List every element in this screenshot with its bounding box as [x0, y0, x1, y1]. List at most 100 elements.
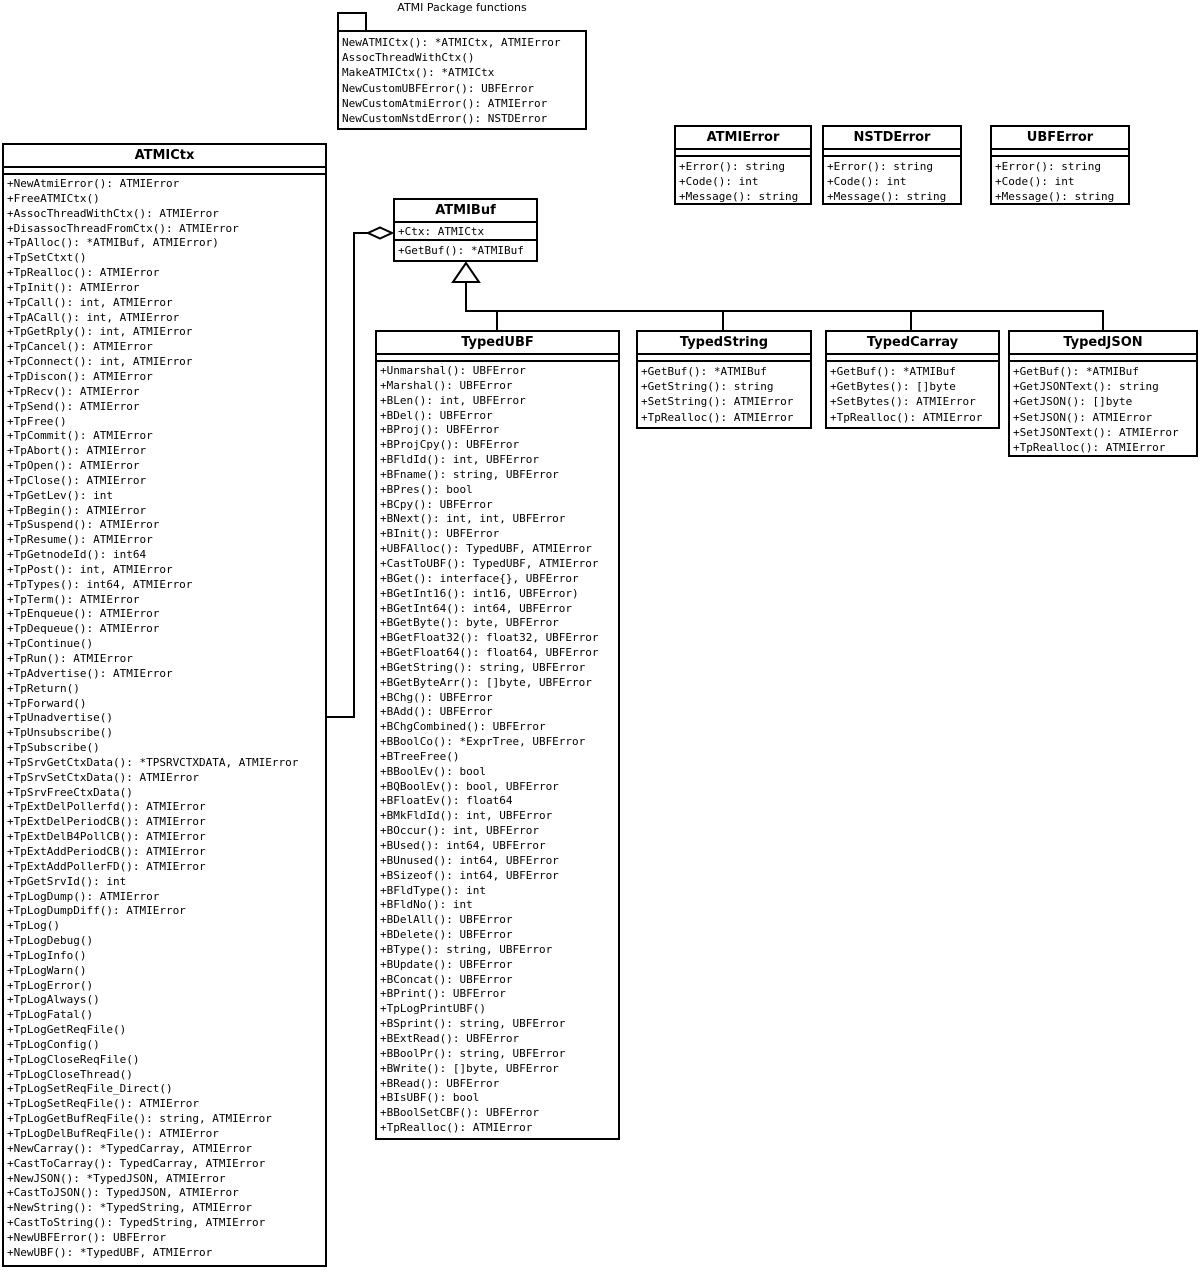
- class-methods: +Unmarshal(): UBFError +Marshal(): UBFErr…: [377, 362, 618, 1138]
- class-atmictx: ATMICtx +NewAtmiError(): ATMIError +FreeA…: [2, 143, 327, 1267]
- inheritance-trunk-line: [465, 282, 1104, 330]
- method-row: +TpExtDelB4PollCB(): ATMIError: [7, 830, 206, 844]
- method-row: +TpLogPrintUBF(): [380, 1002, 486, 1016]
- method-row: +TpAdvertise(): ATMIError: [7, 666, 173, 680]
- method-row: +NewUBF(): *TypedUBF, ATMIError: [7, 1245, 213, 1259]
- method-row: +NewString(): *TypedString, ATMIError: [7, 1201, 253, 1215]
- method-row: +GetJSON(): []byte: [1013, 395, 1133, 409]
- method-row: +TpCommit(): ATMIError: [7, 429, 153, 443]
- method-row: +GetBuf(): *ATMIBuf: [641, 365, 767, 378]
- package-functions-box: NewATMICtx(): *ATMICtx, ATMIError AssocTh…: [337, 30, 587, 130]
- method-row: +TpRun(): ATMIError: [7, 652, 133, 665]
- method-row: +TpRealloc(): ATMIError: [1013, 441, 1166, 455]
- method-row: +GetBuf(): *ATMIBuf: [1013, 365, 1139, 378]
- method-row: +TpSrvFreeCtxData(): [7, 785, 133, 799]
- method-row: +TpGetRply(): int, ATMIError: [7, 325, 193, 339]
- method-row: +UBFAlloc(): TypedUBF, ATMIError: [380, 542, 592, 556]
- method-row: +TpLogDelBufReqFile(): ATMIError: [7, 1127, 219, 1140]
- method-row: +GetBytes(): []byte: [830, 380, 956, 394]
- method-row: +TpContinue(): [7, 637, 94, 651]
- class-methods: +GetBuf(): *ATMIBuf +GetJSONText(): strin…: [1010, 362, 1196, 457]
- method-row: +TpGetnodeId(): int64: [7, 548, 147, 562]
- method-row: +TpTypes(): int64, ATMIError: [7, 577, 193, 591]
- method-row: +TpUnsubscribe(): [7, 726, 113, 740]
- method-row: +NewUBFError(): UBFError: [7, 1230, 166, 1244]
- method-row: +TpGetLev(): int: [7, 488, 113, 502]
- method-row: +FreeATMICtx(): [7, 191, 100, 205]
- class-typedjson: TypedJSON +GetBuf(): *ATMIBuf +GetJSONTex…: [1008, 330, 1198, 457]
- method-row: +TpClose(): ATMIError: [7, 473, 147, 487]
- method-row: +TpLogSetReqFile(): ATMIError: [7, 1097, 200, 1111]
- method-row: +BDelete(): UBFError: [380, 928, 513, 942]
- method-row: +BQBoolEv(): bool, UBFError: [380, 779, 559, 793]
- method-row: +BGetInt64(): int64, UBFError: [380, 601, 573, 615]
- method-row: +TpExtAddPeriodCB(): ATMIError: [7, 844, 206, 858]
- class-attributes: [377, 355, 618, 362]
- method-row: +BOccur(): int, UBFError: [380, 824, 539, 838]
- method-row: +TpReturn(): [7, 681, 80, 695]
- method-row: +TpAbort(): ATMIError: [7, 444, 147, 458]
- method-row: +CastToString(): TypedString, ATMIError: [7, 1216, 266, 1230]
- method-row: +GetBuf(): *ATMIBuf: [398, 244, 524, 258]
- method-row: +BDelAll(): UBFError: [380, 913, 513, 927]
- method-row: +TpSend(): ATMIError: [7, 399, 140, 413]
- method-row: +Unmarshal(): UBFError: [380, 364, 526, 377]
- method-row: +TpExtAddPollerFD(): ATMIError: [7, 859, 206, 873]
- attribute-row: +Ctx: ATMICtx: [398, 225, 485, 238]
- function-row: NewATMICtx(): *ATMICtx, ATMIError: [342, 36, 561, 49]
- aggregation-diamond-icon: [365, 226, 395, 240]
- class-attributes: [824, 150, 960, 157]
- method-row: +BUnused(): int64, UBFError: [380, 853, 559, 867]
- method-row: +BSprint(): string, UBFError: [380, 1017, 566, 1031]
- method-row: +TpRealloc(): ATMIError: [380, 1121, 533, 1135]
- method-row: +BFname(): string, UBFError: [380, 467, 559, 481]
- method-row: +TpEnqueue(): ATMIError: [7, 607, 160, 621]
- method-row: +TpExtDelPollerfd(): ATMIError: [7, 800, 206, 814]
- class-methods: +GetBuf(): *ATMIBuf: [395, 241, 536, 260]
- method-row: +TpRealloc(): ATMIError: [830, 410, 983, 424]
- method-row: +Error(): string: [827, 160, 933, 173]
- method-row: +BExtRead(): UBFError: [380, 1031, 520, 1045]
- method-row: +BGetByte(): byte, UBFError: [380, 616, 559, 630]
- method-row: +BTreeFree(): [380, 749, 460, 763]
- class-atmibuf: ATMIBuf +Ctx: ATMICtx +GetBuf(): *ATMIBu…: [393, 198, 538, 262]
- method-row: +BNext(): int, int, UBFError: [380, 512, 566, 526]
- method-row: +TpFree(): [7, 414, 67, 428]
- method-row: +BConcat(): UBFError: [380, 972, 513, 986]
- method-row: +Code(): int: [995, 175, 1075, 189]
- method-row: +TpSuspend(): ATMIError: [7, 518, 160, 532]
- class-attributes: [676, 150, 810, 157]
- inheritance-triangle-icon: [451, 261, 481, 283]
- method-row: +Code(): int: [827, 175, 907, 189]
- method-row: +TpLogSetReqFile_Direct(): [7, 1082, 173, 1096]
- class-title: ATMIError: [676, 127, 810, 150]
- method-row: +BChg(): UBFError: [380, 690, 493, 704]
- method-row: +TpOpen(): ATMIError: [7, 459, 140, 473]
- method-row: +Message(): string: [995, 190, 1115, 204]
- method-row: +SetJSONText(): ATMIError: [1013, 425, 1179, 439]
- class-title: TypedCarray: [827, 332, 998, 355]
- function-row: NewCustomAtmiError(): ATMIError: [342, 96, 548, 110]
- method-row: +TpCancel(): ATMIError: [7, 340, 153, 354]
- class-attributes: [827, 355, 998, 362]
- method-row: +BGetByteArr(): []byte, UBFError: [380, 675, 592, 689]
- method-row: +BPres(): bool: [380, 482, 473, 496]
- method-row: +TpConnect(): int, ATMIError: [7, 355, 193, 369]
- method-row: +TpRecv(): ATMIError: [7, 384, 140, 398]
- method-row: +BBoolSetCBF(): UBFError: [380, 1106, 539, 1120]
- method-row: +BProj(): UBFError: [380, 423, 500, 437]
- method-row: +BType(): string, UBFError: [380, 942, 553, 956]
- method-row: +BFldNo(): int: [380, 898, 473, 912]
- method-row: +BProjCpy(): UBFError: [380, 438, 520, 452]
- method-row: +NewJSON(): *TypedJSON, ATMIError: [7, 1171, 226, 1185]
- method-row: +TpGetSrvId(): int: [7, 874, 127, 888]
- method-row: +Marshal(): UBFError: [380, 378, 513, 392]
- method-row: +BBoolCo(): *ExprTree, UBFError: [380, 735, 586, 749]
- method-row: +BBoolPr(): string, UBFError: [380, 1046, 566, 1060]
- class-title: ATMICtx: [4, 145, 325, 168]
- method-row: +BChgCombined(): UBFError: [380, 720, 546, 734]
- method-row: +CastToJSON(): TypedJSON, ATMIError: [7, 1186, 239, 1200]
- method-row: +TpLog(): [7, 919, 60, 933]
- method-row: +Error(): string: [995, 160, 1101, 173]
